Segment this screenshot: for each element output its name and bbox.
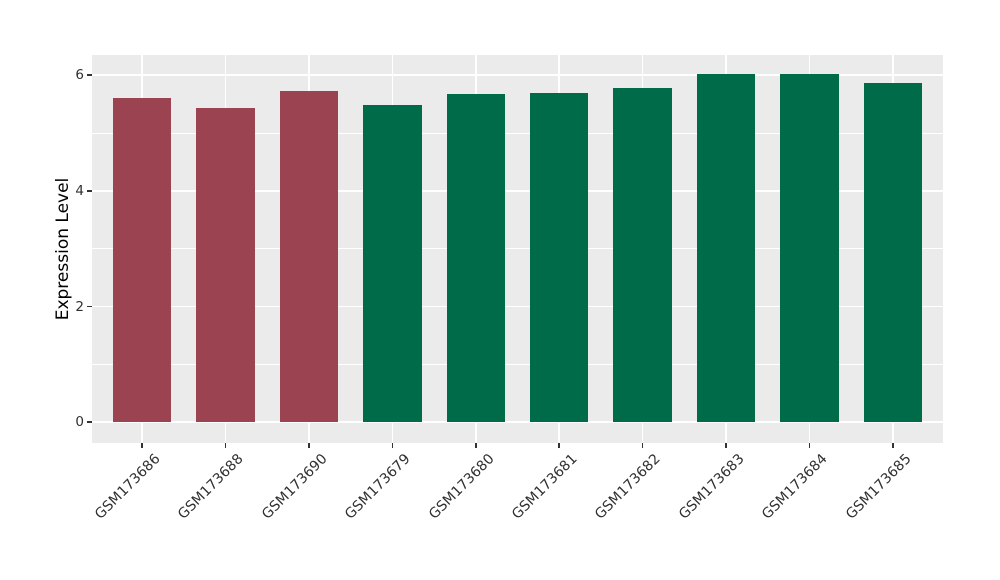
gridline-major-y4 bbox=[92, 190, 943, 192]
x-axis-tick-GSM173680 bbox=[475, 443, 477, 448]
x-axis-tick-GSM173681 bbox=[558, 443, 560, 448]
x-axis-tick-GSM173684 bbox=[808, 443, 811, 448]
plot-panel bbox=[92, 55, 943, 443]
x-axis-tick-GSM173686 bbox=[141, 443, 143, 448]
y-tick-label-0: 0 bbox=[75, 414, 84, 431]
gridline-minor-y5 bbox=[92, 132, 943, 134]
bar-GSM173682 bbox=[613, 87, 672, 423]
y-axis-tick-6 bbox=[87, 74, 92, 76]
bar-GSM173685 bbox=[863, 82, 923, 423]
x-axis-tick-GSM173685 bbox=[892, 443, 894, 448]
y-axis-tick-0 bbox=[87, 421, 92, 423]
gridline-major-y2 bbox=[92, 305, 943, 308]
y-tick-label-2: 2 bbox=[75, 298, 84, 315]
y-tick-label-4: 4 bbox=[75, 182, 84, 199]
x-tick-label-GSM173688: GSM173688 bbox=[175, 451, 247, 523]
x-tick-label-GSM173681: GSM173681 bbox=[508, 451, 581, 523]
x-tick-label-GSM173690: GSM173690 bbox=[258, 451, 331, 523]
y-axis-tick-4 bbox=[87, 190, 92, 192]
y-tick-label-6: 6 bbox=[75, 67, 84, 84]
gridline-major-y0 bbox=[92, 421, 943, 423]
x-axis-tick-GSM173683 bbox=[725, 443, 727, 448]
gridline-minor-y1 bbox=[92, 363, 943, 365]
bar-GSM173681 bbox=[530, 93, 589, 423]
x-tick-label-GSM173683: GSM173683 bbox=[675, 451, 748, 523]
x-tick-label-GSM173682: GSM173682 bbox=[592, 451, 664, 523]
bar-GSM173688 bbox=[196, 107, 255, 423]
x-axis-tick-GSM173688 bbox=[224, 443, 227, 448]
x-axis-tick-GSM173679 bbox=[391, 443, 394, 448]
bar-GSM173684 bbox=[780, 73, 839, 423]
x-tick-label-GSM173685: GSM173685 bbox=[842, 451, 915, 523]
bar-GSM173690 bbox=[279, 90, 339, 423]
gridline-major-y6 bbox=[92, 74, 943, 76]
x-tick-label-GSM173679: GSM173679 bbox=[342, 451, 414, 523]
bar-GSM173683 bbox=[696, 73, 756, 423]
bar-GSM173686 bbox=[112, 98, 172, 423]
bar-GSM173680 bbox=[446, 93, 505, 423]
x-tick-label-GSM173684: GSM173684 bbox=[759, 451, 831, 523]
bar-GSM173679 bbox=[363, 104, 422, 423]
x-axis-tick-GSM173682 bbox=[641, 443, 644, 448]
x-tick-label-GSM173680: GSM173680 bbox=[425, 451, 498, 523]
gridline-minor-y3 bbox=[92, 248, 943, 250]
x-axis-tick-GSM173690 bbox=[308, 443, 310, 448]
x-tick-label-GSM173686: GSM173686 bbox=[91, 451, 164, 523]
y-axis-tick-2 bbox=[87, 305, 92, 308]
